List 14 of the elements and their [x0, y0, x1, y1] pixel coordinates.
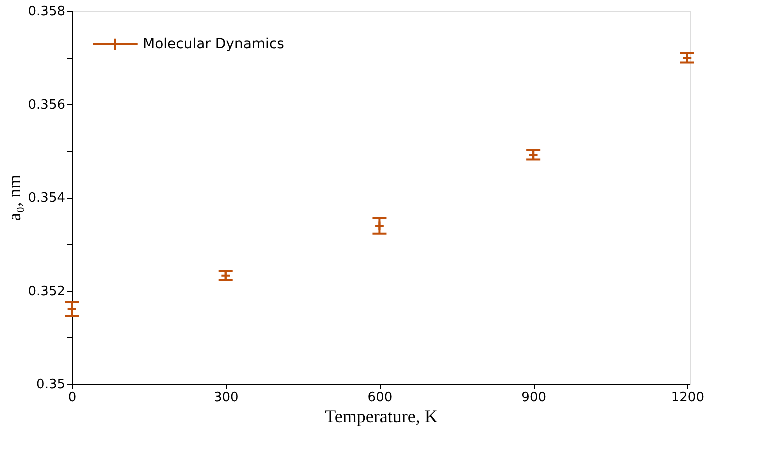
y-tick-label: 0.358 [28, 4, 66, 20]
x-tick-label: 1200 [671, 390, 704, 406]
y-axis-title: a₀, nm [4, 174, 24, 222]
y-tick-label: 0.354 [28, 191, 66, 206]
x-tick-label: 600 [368, 390, 393, 406]
point [374, 220, 385, 232]
x-axis-title: Temperature, K [325, 406, 438, 426]
y-tick-label: 0.352 [28, 284, 66, 300]
x-tick-label: 0 [68, 390, 77, 406]
x-tick-label: 300 [214, 390, 239, 406]
legend-label: Molecular Dynamics [143, 36, 284, 52]
y-tick-label: 0.35 [36, 378, 66, 392]
x-tick-label: 900 [522, 390, 546, 406]
y-tick-label: 0.356 [28, 98, 66, 113]
